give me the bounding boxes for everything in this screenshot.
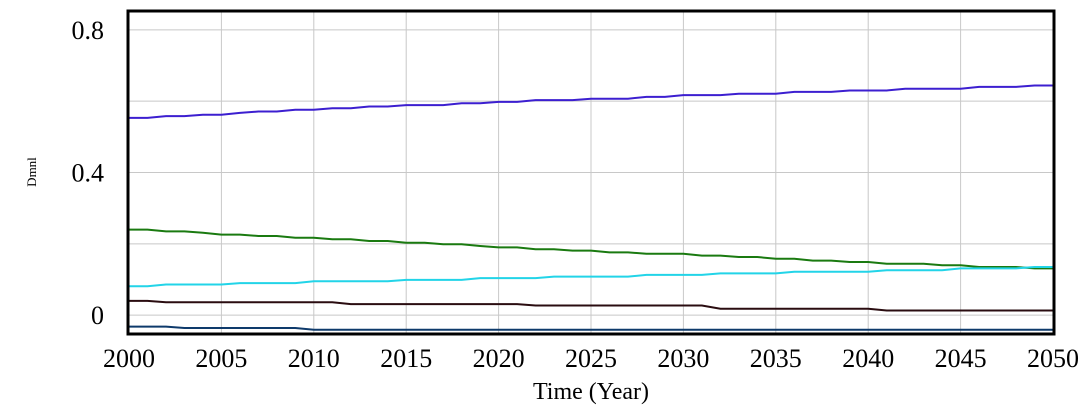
x-tick-label: 2000 [103, 344, 155, 373]
x-tick-label: 2005 [195, 344, 247, 373]
x-tick-label: 2030 [657, 344, 709, 373]
y-tick-labels: 0 0.4 0.8 [72, 16, 105, 330]
x-tick-label: 2010 [288, 344, 340, 373]
y-tick-label: 0.8 [72, 16, 105, 45]
series-line-1 [129, 84, 1053, 119]
x-tick-label: 2045 [935, 344, 987, 373]
x-axis-title: Time (Year) [533, 379, 649, 405]
grid-lines [128, 12, 1054, 333]
series-line-3 [129, 266, 1053, 288]
series-layer [129, 84, 1053, 331]
x-tick-label: 2025 [565, 344, 617, 373]
x-tick-label: 2015 [380, 344, 432, 373]
x-tick-label: 2050 [1027, 344, 1079, 373]
series-line-5 [129, 325, 1053, 331]
x-tick-label: 2035 [750, 344, 802, 373]
x-tick-label: 2020 [473, 344, 525, 373]
y-tick-label: 0.4 [72, 159, 105, 188]
y-tick-label: 0 [91, 301, 104, 330]
series-line-4 [129, 299, 1053, 312]
x-tick-label: 2040 [842, 344, 894, 373]
x-tick-labels: 2000 2005 2010 2015 2020 2025 2030 2035 2040 2045… [103, 344, 1079, 373]
plot-frame [126, 9, 1056, 336]
y-axis-title: Dmnl [24, 157, 39, 187]
series-line-2 [129, 228, 1053, 270]
